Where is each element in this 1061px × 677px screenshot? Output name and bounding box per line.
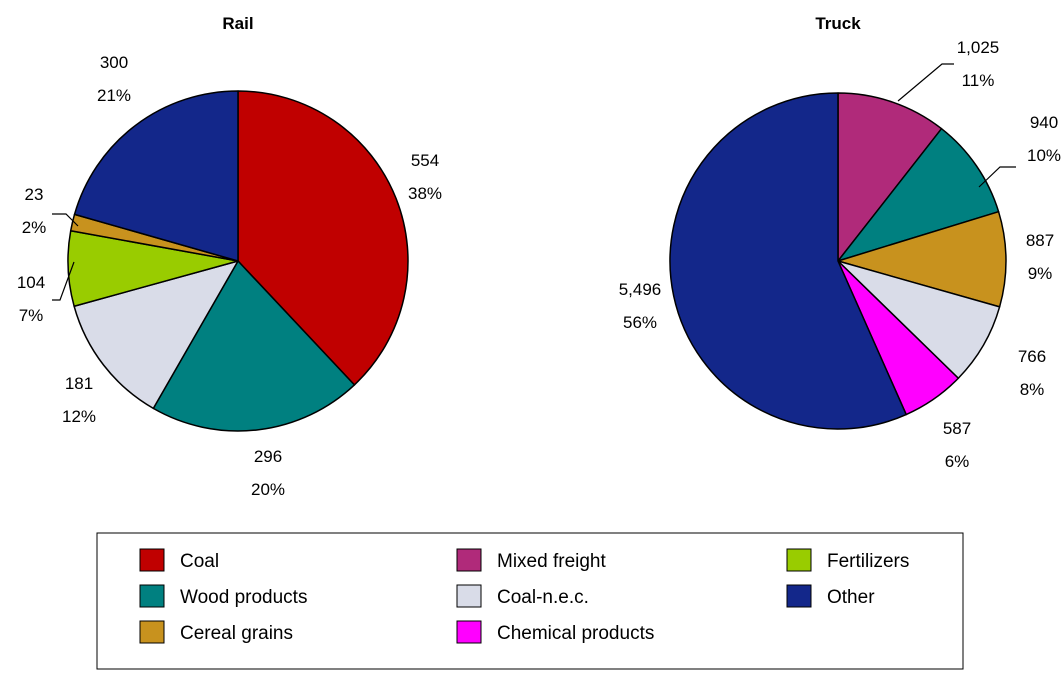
rail-pie: 554 38% 296 20% 181 12% 104 7% 23 2% 300 21%	[17, 53, 442, 499]
legend-swatch-wood-products	[139, 584, 165, 608]
truck-value-label-wood-products: 940	[1030, 113, 1058, 132]
legend: Coal Mixed freight Fertilizers Wood product…	[96, 532, 964, 670]
rail-value-label-other: 300	[100, 53, 128, 72]
truck-leader-mixed-freight	[897, 63, 954, 102]
legend-label-wood-products: Wood products	[180, 587, 307, 608]
legend-box	[96, 532, 964, 670]
legend-label-coal-n-e-c: Coal-n.e.c.	[497, 587, 589, 608]
legend-swatch-mixed-freight	[456, 548, 482, 572]
truck-pie: 1,025 11% 940 10% 887 9% 766 8% 587 6% 5,496 56%	[619, 38, 1061, 471]
truck-slice-cereal-grains	[837, 210, 1007, 308]
legend-swatch-coal-n-e-c	[456, 584, 482, 608]
truck-value-label-cereal-grains: 887	[1026, 231, 1054, 250]
rail-percent-label-cereal-grains: 2%	[22, 218, 47, 237]
truck-title: Truck	[815, 14, 861, 33]
truck-percent-label-mixed-freight: 11%	[962, 71, 995, 90]
rail-value-label-cereal-grains: 23	[25, 185, 44, 204]
rail-percent-label-other: 21%	[97, 86, 131, 105]
rail-leader-cereal-grains	[52, 213, 79, 227]
truck-percent-label-chemical-products: 6%	[945, 452, 970, 471]
truck-value-label-chemical-products: 587	[943, 419, 971, 438]
rail-slice-other	[73, 90, 239, 262]
rail-percent-label-fertilizers: 7%	[19, 306, 44, 325]
legend-label-other: Other	[827, 587, 875, 608]
rail-percent-label-coal: 38%	[408, 184, 442, 203]
legend-label-cereal-grains: Cereal grains	[180, 623, 293, 644]
truck-slice-other	[669, 92, 907, 430]
legend-label-chemical-products: Chemical products	[497, 623, 654, 644]
rail-slice-wood-products	[152, 260, 356, 432]
legend-swatch-chemical-products	[456, 620, 482, 644]
legend-swatch-other	[786, 584, 812, 608]
rail-title: Rail	[222, 14, 253, 33]
rail-value-label-wood-products: 296	[254, 447, 282, 466]
truck-percent-label-coal-n-e-c: 8%	[1020, 380, 1045, 399]
truck-percent-label-other: 56%	[623, 313, 657, 332]
legend-label-coal: Coal	[180, 551, 219, 572]
truck-percent-label-wood-products: 10%	[1027, 146, 1061, 165]
truck-percent-label-cereal-grains: 9%	[1028, 264, 1053, 283]
truck-slice-mixed-freight	[837, 92, 943, 262]
rail-value-label-coal-n-e-c: 181	[65, 374, 93, 393]
rail-percent-label-coal-n-e-c: 12%	[62, 407, 96, 426]
rail-value-label-coal: 554	[411, 151, 439, 170]
truck-slice-wood-products	[837, 127, 1000, 262]
legend-swatch-cereal-grains	[139, 620, 165, 644]
legend-label-mixed-freight: Mixed freight	[497, 551, 606, 572]
truck-value-label-other: 5,496	[619, 280, 662, 299]
legend-swatch-coal	[139, 548, 165, 572]
legend-label-fertilizers: Fertilizers	[827, 551, 909, 572]
legend-swatch-fertilizers	[786, 548, 812, 572]
rail-leader-fertilizers	[52, 261, 75, 301]
truck-value-label-coal-n-e-c: 766	[1018, 347, 1046, 366]
rail-value-label-fertilizers: 104	[17, 273, 45, 292]
truck-leader-wood-products	[978, 166, 1016, 188]
rail-slice-coal-n-e-c	[73, 260, 239, 410]
truck-value-label-mixed-freight: 1,025	[957, 38, 1000, 57]
rail-slice-coal	[237, 90, 409, 386]
rail-percent-label-wood-products: 20%	[251, 480, 285, 499]
